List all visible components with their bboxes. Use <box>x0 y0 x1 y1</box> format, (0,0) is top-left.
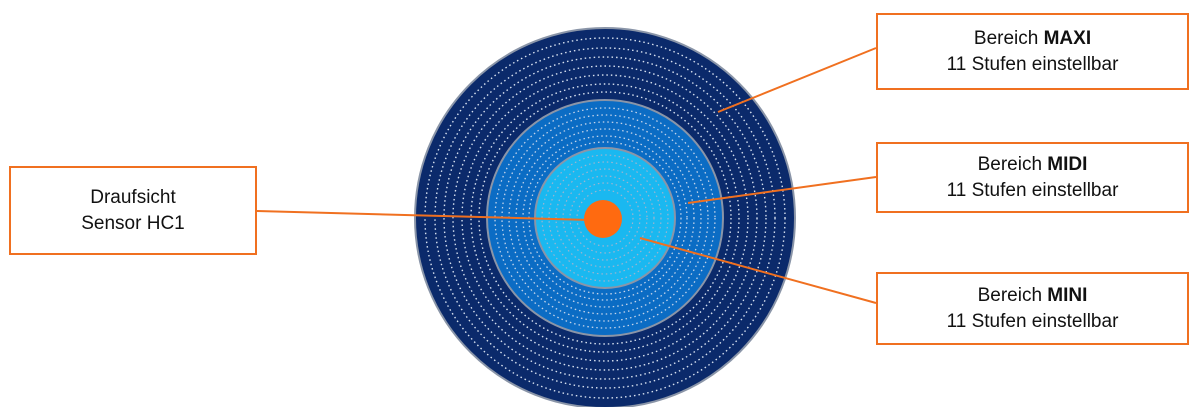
leader-line-midi <box>687 176 877 204</box>
leader-line-sensor <box>256 210 591 221</box>
midi-label-line2: 11 Stufen einstellbar <box>946 179 1119 201</box>
sensor-label-line1: Draufsicht <box>90 186 176 208</box>
mini-label-prefix: Bereich <box>977 284 1048 306</box>
maxi-zone-dotted-rings <box>424 37 786 399</box>
sensor-dot <box>584 200 622 238</box>
sensor-label-line2: Sensor HC1 <box>81 212 185 234</box>
mini-label-name: MINI <box>1047 284 1088 306</box>
maxi-label-line2: 11 Stufen einstellbar <box>946 53 1119 75</box>
maxi-label-name: MAXI <box>1043 27 1092 49</box>
maxi-label-line1: Bereich MAXI <box>878 26 1187 52</box>
mini-label-line1: Bereich MINI <box>878 283 1187 309</box>
leader-line-maxi <box>717 47 877 113</box>
midi-label-prefix: Bereich <box>977 153 1048 175</box>
leader-lines <box>256 47 877 304</box>
mini-label-line2: 11 Stufen einstellbar <box>946 310 1119 332</box>
leader-line-mini <box>639 237 877 304</box>
midi-label-line1: Bereich MIDI <box>878 152 1187 178</box>
mini-zone-dotted-rings <box>541 154 669 282</box>
maxi-label-prefix: Bereich <box>973 27 1044 49</box>
maxi-label-box: Bereich MAXI 11 Stufen einstellbar <box>876 13 1189 90</box>
sensor-label-box: Draufsicht Sensor HC1 <box>9 166 257 255</box>
midi-label-box: Bereich MIDI 11 Stufen einstellbar <box>876 142 1189 213</box>
midi-label-name: MIDI <box>1047 153 1088 175</box>
mini-label-box: Bereich MINI 11 Stufen einstellbar <box>876 272 1189 345</box>
